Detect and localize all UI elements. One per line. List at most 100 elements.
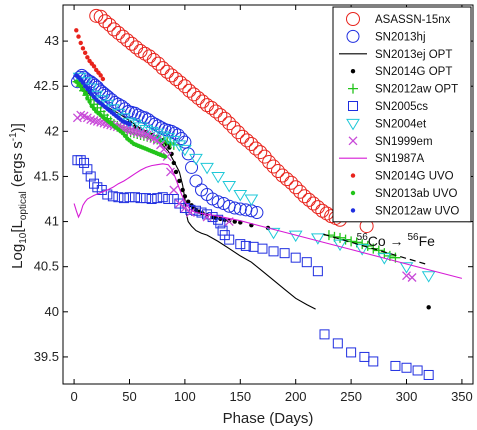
data-point-asassn-15nx bbox=[186, 87, 201, 102]
data-point-sn2014g-uvo bbox=[82, 50, 88, 56]
data-point-sn2012aw-opt bbox=[357, 239, 368, 250]
data-point-asassn-15nx bbox=[262, 155, 277, 170]
data-point-sn2014g-opt bbox=[173, 169, 179, 175]
legend-swatch-sn2014g-uvo bbox=[350, 173, 356, 178]
legend-swatch-sn2005cs bbox=[348, 101, 358, 111]
data-point-asassn-15nx bbox=[284, 175, 299, 190]
data-point-sn2004et bbox=[222, 180, 237, 193]
legend-label-sn2013ej-opt: SN2013ej OPT bbox=[375, 49, 452, 61]
data-point-sn2005cs bbox=[213, 214, 224, 225]
data-point-asassn-15nx bbox=[244, 136, 259, 151]
data-point-asassn-15nx bbox=[191, 90, 206, 105]
data-point-asassn-15nx bbox=[235, 129, 250, 144]
x-tick-label: 50 bbox=[122, 389, 136, 404]
data-point-sn2005cs bbox=[240, 240, 251, 251]
data-point-sn2014g-uvo bbox=[76, 34, 81, 39]
data-point-sn2014g-opt bbox=[426, 305, 431, 310]
data-point-sn1999em bbox=[152, 135, 162, 145]
data-point-asassn-15nx bbox=[217, 111, 232, 126]
data-point-sn2004et bbox=[333, 239, 347, 252]
data-point-sn2005cs bbox=[332, 338, 343, 349]
data-point-sn2005cs bbox=[412, 365, 423, 376]
data-point-sn1999em bbox=[89, 116, 99, 125]
data-point-sn1999em bbox=[92, 116, 102, 126]
data-point-sn2013hj bbox=[178, 135, 192, 149]
data-point-asassn-15nx bbox=[306, 196, 321, 211]
data-point-sn2005cs bbox=[79, 157, 90, 168]
data-point-sn2005cs bbox=[118, 193, 129, 204]
legend-swatch-sn2012aw-opt bbox=[348, 83, 358, 94]
data-point-sn2005cs bbox=[130, 192, 141, 203]
data-point-sn1999em bbox=[402, 271, 411, 281]
data-point-sn2005cs bbox=[157, 192, 168, 203]
legend-label-sn2012aw-opt: SN2012aw OPT bbox=[375, 84, 458, 96]
legend-swatch-sn2012aw-uvo bbox=[350, 208, 356, 213]
data-point-sn1999em bbox=[162, 152, 172, 162]
data-point-asassn-15nx bbox=[257, 149, 272, 164]
data-point-asassn-15nx bbox=[98, 14, 113, 29]
data-point-sn2014g-opt bbox=[171, 160, 177, 166]
data-point-asassn-15nx bbox=[142, 49, 157, 64]
data-point-sn1999em bbox=[86, 115, 96, 125]
data-point-sn2013hj bbox=[228, 201, 242, 215]
data-point-sn2004et bbox=[161, 133, 176, 145]
data-point-sn2013hj bbox=[111, 97, 125, 111]
legend-label-sn1987a: SN1987A bbox=[375, 153, 425, 165]
data-point-sn1999em bbox=[174, 199, 184, 208]
decay-reference-line bbox=[323, 233, 429, 266]
decay-annotation-text: 56Co → 56Fe bbox=[357, 232, 435, 249]
data-point-asassn-15nx bbox=[275, 168, 290, 183]
data-point-sn2005cs bbox=[312, 266, 323, 277]
data-point-sn2013hj bbox=[181, 147, 195, 161]
data-point-sn1999em bbox=[166, 167, 175, 177]
data-point-sn2005cs bbox=[85, 171, 96, 182]
data-point-asassn-15nx bbox=[182, 83, 197, 98]
data-point-sn2005cs bbox=[113, 192, 124, 203]
data-point-sn2014g-opt bbox=[186, 199, 191, 204]
data-point-sn2004et bbox=[399, 262, 414, 274]
series-sn2013ej-opt bbox=[76, 81, 316, 310]
data-point-asassn-15nx bbox=[297, 189, 312, 204]
data-point-sn2014g-uvo bbox=[78, 40, 83, 46]
legend: ASASSN-15nx SN2013hj SN2013ej OPT SN2014G O… bbox=[332, 6, 472, 223]
series-line-sn2013ej-opt bbox=[76, 81, 316, 310]
data-point-sn2005cs bbox=[163, 194, 174, 205]
data-point-sn2013hj bbox=[233, 202, 247, 216]
data-point-sn2013hj bbox=[185, 160, 199, 174]
x-tick-label: 300 bbox=[396, 389, 418, 404]
data-point-sn2004et bbox=[144, 126, 159, 139]
legend-label-sn2014g-opt: SN2014G OPT bbox=[375, 66, 452, 78]
data-point-sn2005cs bbox=[346, 347, 357, 358]
data-point-asassn-15nx bbox=[315, 203, 330, 218]
data-point-sn2013ab-uvo bbox=[162, 154, 168, 159]
data-point-sn2014g-uvo bbox=[80, 46, 86, 51]
data-point-sn2014g-uvo bbox=[85, 55, 90, 60]
data-point-asassn-15nx bbox=[177, 79, 192, 94]
data-point-asassn-15nx bbox=[89, 8, 104, 23]
data-point-asassn-15nx bbox=[302, 192, 316, 207]
series-sn2012aw-uvo bbox=[74, 73, 132, 127]
series-sn1999em bbox=[72, 110, 417, 282]
series-sn1987a bbox=[73, 163, 463, 279]
x-tick-label: 0 bbox=[70, 389, 77, 404]
data-point-sn1999em bbox=[169, 185, 179, 195]
data-point-asassn-15nx bbox=[155, 61, 170, 76]
data-point-sn2005cs bbox=[301, 257, 312, 268]
y-tick-label: 40.5 bbox=[34, 259, 59, 274]
data-point-sn1999em bbox=[139, 129, 149, 139]
data-point-sn2014g-uvo bbox=[98, 73, 103, 78]
data-point-sn2004et bbox=[200, 162, 214, 175]
x-tick-label: 200 bbox=[285, 389, 307, 404]
data-point-sn2013hj bbox=[148, 117, 162, 131]
data-point-sn2013hj bbox=[97, 86, 111, 100]
legend-label-asassn-15nx: ASASSN-15nx bbox=[375, 14, 451, 26]
data-point-sn2013ab-uvo bbox=[78, 84, 83, 89]
data-point-sn2012aw-uvo bbox=[127, 121, 132, 127]
data-point-sn2014g-opt bbox=[177, 178, 182, 184]
data-point-sn2012aw-opt bbox=[379, 248, 390, 259]
data-point-sn1999em bbox=[159, 144, 169, 154]
data-point-asassn-15nx bbox=[102, 17, 117, 32]
data-point-sn2005cs bbox=[235, 239, 246, 250]
x-tick-label: 100 bbox=[174, 389, 196, 404]
data-point-sn2014g-uvo bbox=[100, 76, 106, 82]
